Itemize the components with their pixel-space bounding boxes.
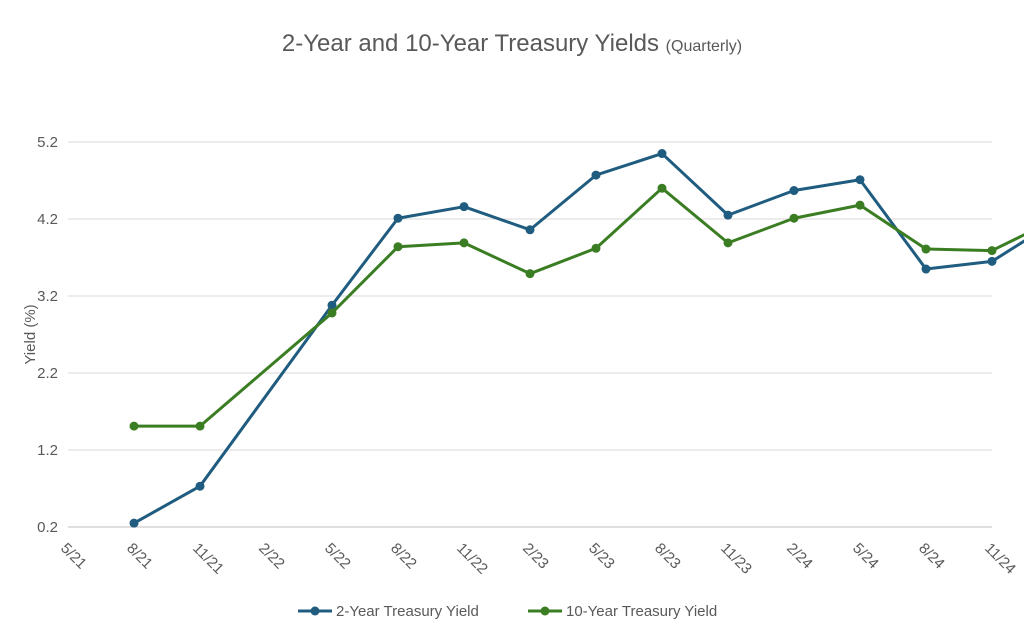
- x-tick-label: 8/23: [651, 540, 684, 573]
- data-point: [459, 202, 469, 212]
- data-point: [525, 225, 535, 235]
- x-tick-label: 11/21: [189, 540, 227, 578]
- x-tick-label: 8/21: [123, 540, 156, 573]
- x-tick-label: 2/24: [783, 540, 816, 573]
- y-axis-label: Yield (%): [22, 304, 39, 364]
- x-tick-label: 5/21: [57, 540, 90, 573]
- x-tick-label: 5/22: [321, 540, 354, 573]
- data-point: [657, 149, 667, 159]
- chart-title-block: 2-Year and 10-Year Treasury Yields (Quar…: [0, 30, 1024, 58]
- x-tick-label: 11/23: [717, 540, 755, 578]
- data-point: [723, 238, 733, 248]
- y-tick-label: 4.2: [37, 211, 58, 228]
- data-point: [987, 246, 997, 256]
- data-point: [327, 300, 337, 310]
- data-point: [591, 170, 601, 180]
- data-point: [987, 256, 997, 266]
- legend-swatch-marker: [540, 606, 550, 616]
- series-line: [133, 152, 1024, 525]
- data-point: [921, 244, 931, 254]
- chart-subtitle: (Quarterly): [665, 38, 743, 55]
- x-tick-label: 8/24: [915, 540, 948, 573]
- x-tick-label: 2/22: [255, 540, 288, 573]
- x-tick-label: 5/24: [849, 540, 882, 573]
- data-point: [129, 421, 139, 431]
- y-tick-label: 0.2: [37, 519, 58, 536]
- data-point: [393, 242, 403, 252]
- legend-swatch-marker: [310, 606, 320, 616]
- x-tick-label: 11/24: [981, 540, 1019, 578]
- data-point: [723, 210, 733, 220]
- y-tick-label: 5.2: [37, 134, 58, 151]
- x-tick-label: 2/23: [519, 540, 552, 573]
- data-point: [789, 186, 799, 196]
- data-point: [195, 421, 205, 431]
- chart-title: 2-Year and 10-Year Treasury Yields: [281, 30, 659, 57]
- data-point: [789, 213, 799, 223]
- data-point: [327, 308, 337, 318]
- x-tick-label: 5/23: [585, 540, 618, 573]
- y-tick-label: 3.2: [37, 288, 58, 305]
- series-line: [134, 186, 1024, 428]
- legend-label: 10-Year Treasury Yield: [566, 603, 717, 620]
- legend-label: 2-Year Treasury Yield: [336, 603, 479, 620]
- x-tick-label: 8/22: [387, 540, 420, 573]
- data-point: [525, 269, 535, 279]
- data-point: [195, 481, 205, 491]
- data-point: [393, 213, 403, 223]
- data-point: [921, 264, 931, 274]
- data-point: [591, 243, 601, 253]
- y-tick-label: 2.2: [37, 365, 58, 382]
- x-tick-label: 11/22: [453, 540, 491, 578]
- y-tick-label: 1.2: [37, 442, 58, 459]
- data-point: [459, 238, 469, 248]
- data-point: [855, 200, 865, 210]
- data-point: [855, 175, 865, 185]
- data-point: [657, 183, 667, 193]
- data-point: [129, 518, 139, 528]
